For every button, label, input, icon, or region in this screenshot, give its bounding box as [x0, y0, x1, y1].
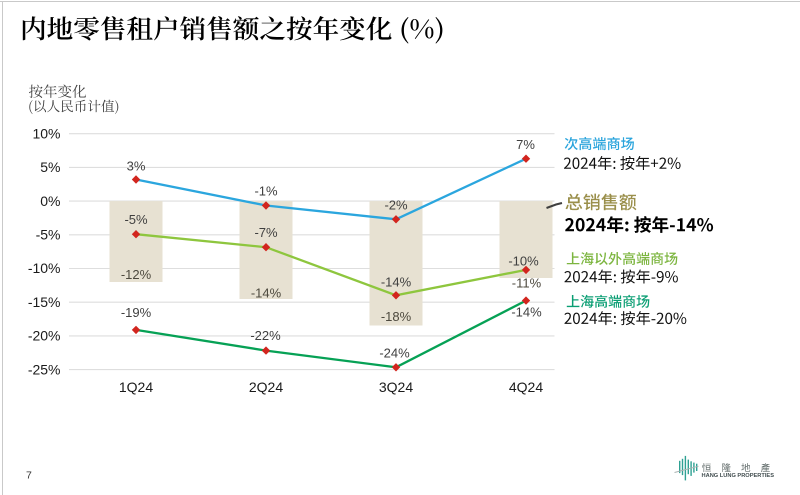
svg-text:-22%: -22%	[250, 328, 281, 343]
svg-text:-5%: -5%	[36, 227, 61, 243]
svg-text:-20%: -20%	[28, 328, 61, 344]
svg-text:1Q24: 1Q24	[119, 379, 153, 395]
svg-text:-2%: -2%	[384, 198, 408, 213]
svg-text:7: 7	[26, 470, 32, 482]
svg-text:-25%: -25%	[28, 361, 61, 377]
svg-text:-14%: -14%	[381, 274, 412, 289]
svg-text:2Q24: 2Q24	[249, 379, 283, 395]
svg-text:-1%: -1%	[254, 184, 278, 199]
svg-text:-12%: -12%	[121, 267, 152, 282]
svg-text:HANG LUNG PROPERTIES: HANG LUNG PROPERTIES	[702, 473, 775, 479]
svg-text:3Q24: 3Q24	[379, 379, 413, 395]
svg-text:-18%: -18%	[381, 309, 412, 324]
svg-text:-7%: -7%	[254, 225, 278, 240]
svg-text:-14%: -14%	[511, 304, 542, 319]
svg-text:-19%: -19%	[121, 305, 152, 320]
svg-text:-10%: -10%	[508, 253, 539, 268]
svg-text:5%: 5%	[40, 159, 60, 175]
svg-text:7%: 7%	[516, 137, 535, 152]
svg-text:0%: 0%	[40, 193, 60, 209]
svg-text:-11%: -11%	[512, 275, 542, 290]
svg-text:-24%: -24%	[379, 346, 410, 361]
svg-text:4Q24: 4Q24	[509, 379, 543, 395]
svg-text:10%: 10%	[32, 125, 60, 141]
svg-text:-5%: -5%	[124, 212, 148, 227]
svg-text:-10%: -10%	[28, 260, 61, 276]
svg-text:3%: 3%	[127, 158, 146, 173]
svg-text:-14%: -14%	[251, 286, 282, 301]
svg-text:-15%: -15%	[28, 294, 61, 310]
